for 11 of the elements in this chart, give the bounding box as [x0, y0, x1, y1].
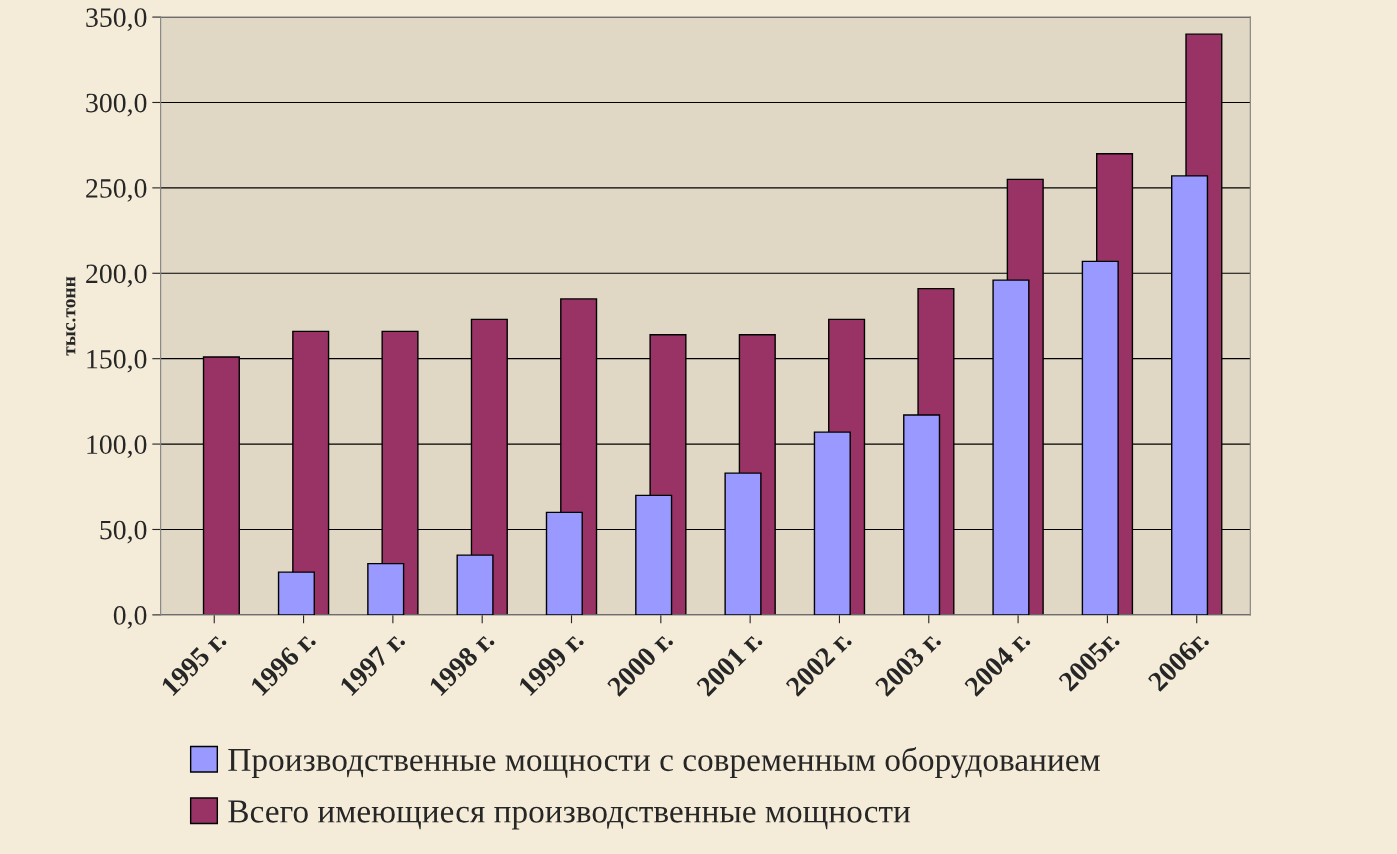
y-tick-label: 200,0 [86, 264, 147, 288]
y-tick-label: 0,0 [113, 606, 147, 629]
y-axis-title: тыс.тонн [66, 276, 76, 356]
y-tick-label: 50,0 [100, 520, 147, 544]
y-tick-label: 100,0 [87, 435, 147, 458]
legend-label: Всего имеющиеся производственные мощности [228, 800, 911, 830]
y-tick-label: 300,0 [86, 93, 147, 117]
legend-label: Производственные мощности с современным оборудованием [228, 746, 1100, 779]
y-tick-label: 150,0 [87, 349, 147, 373]
y-tick-label: 350,0 [86, 8, 147, 31]
y-tick-label: 250,0 [86, 179, 147, 202]
